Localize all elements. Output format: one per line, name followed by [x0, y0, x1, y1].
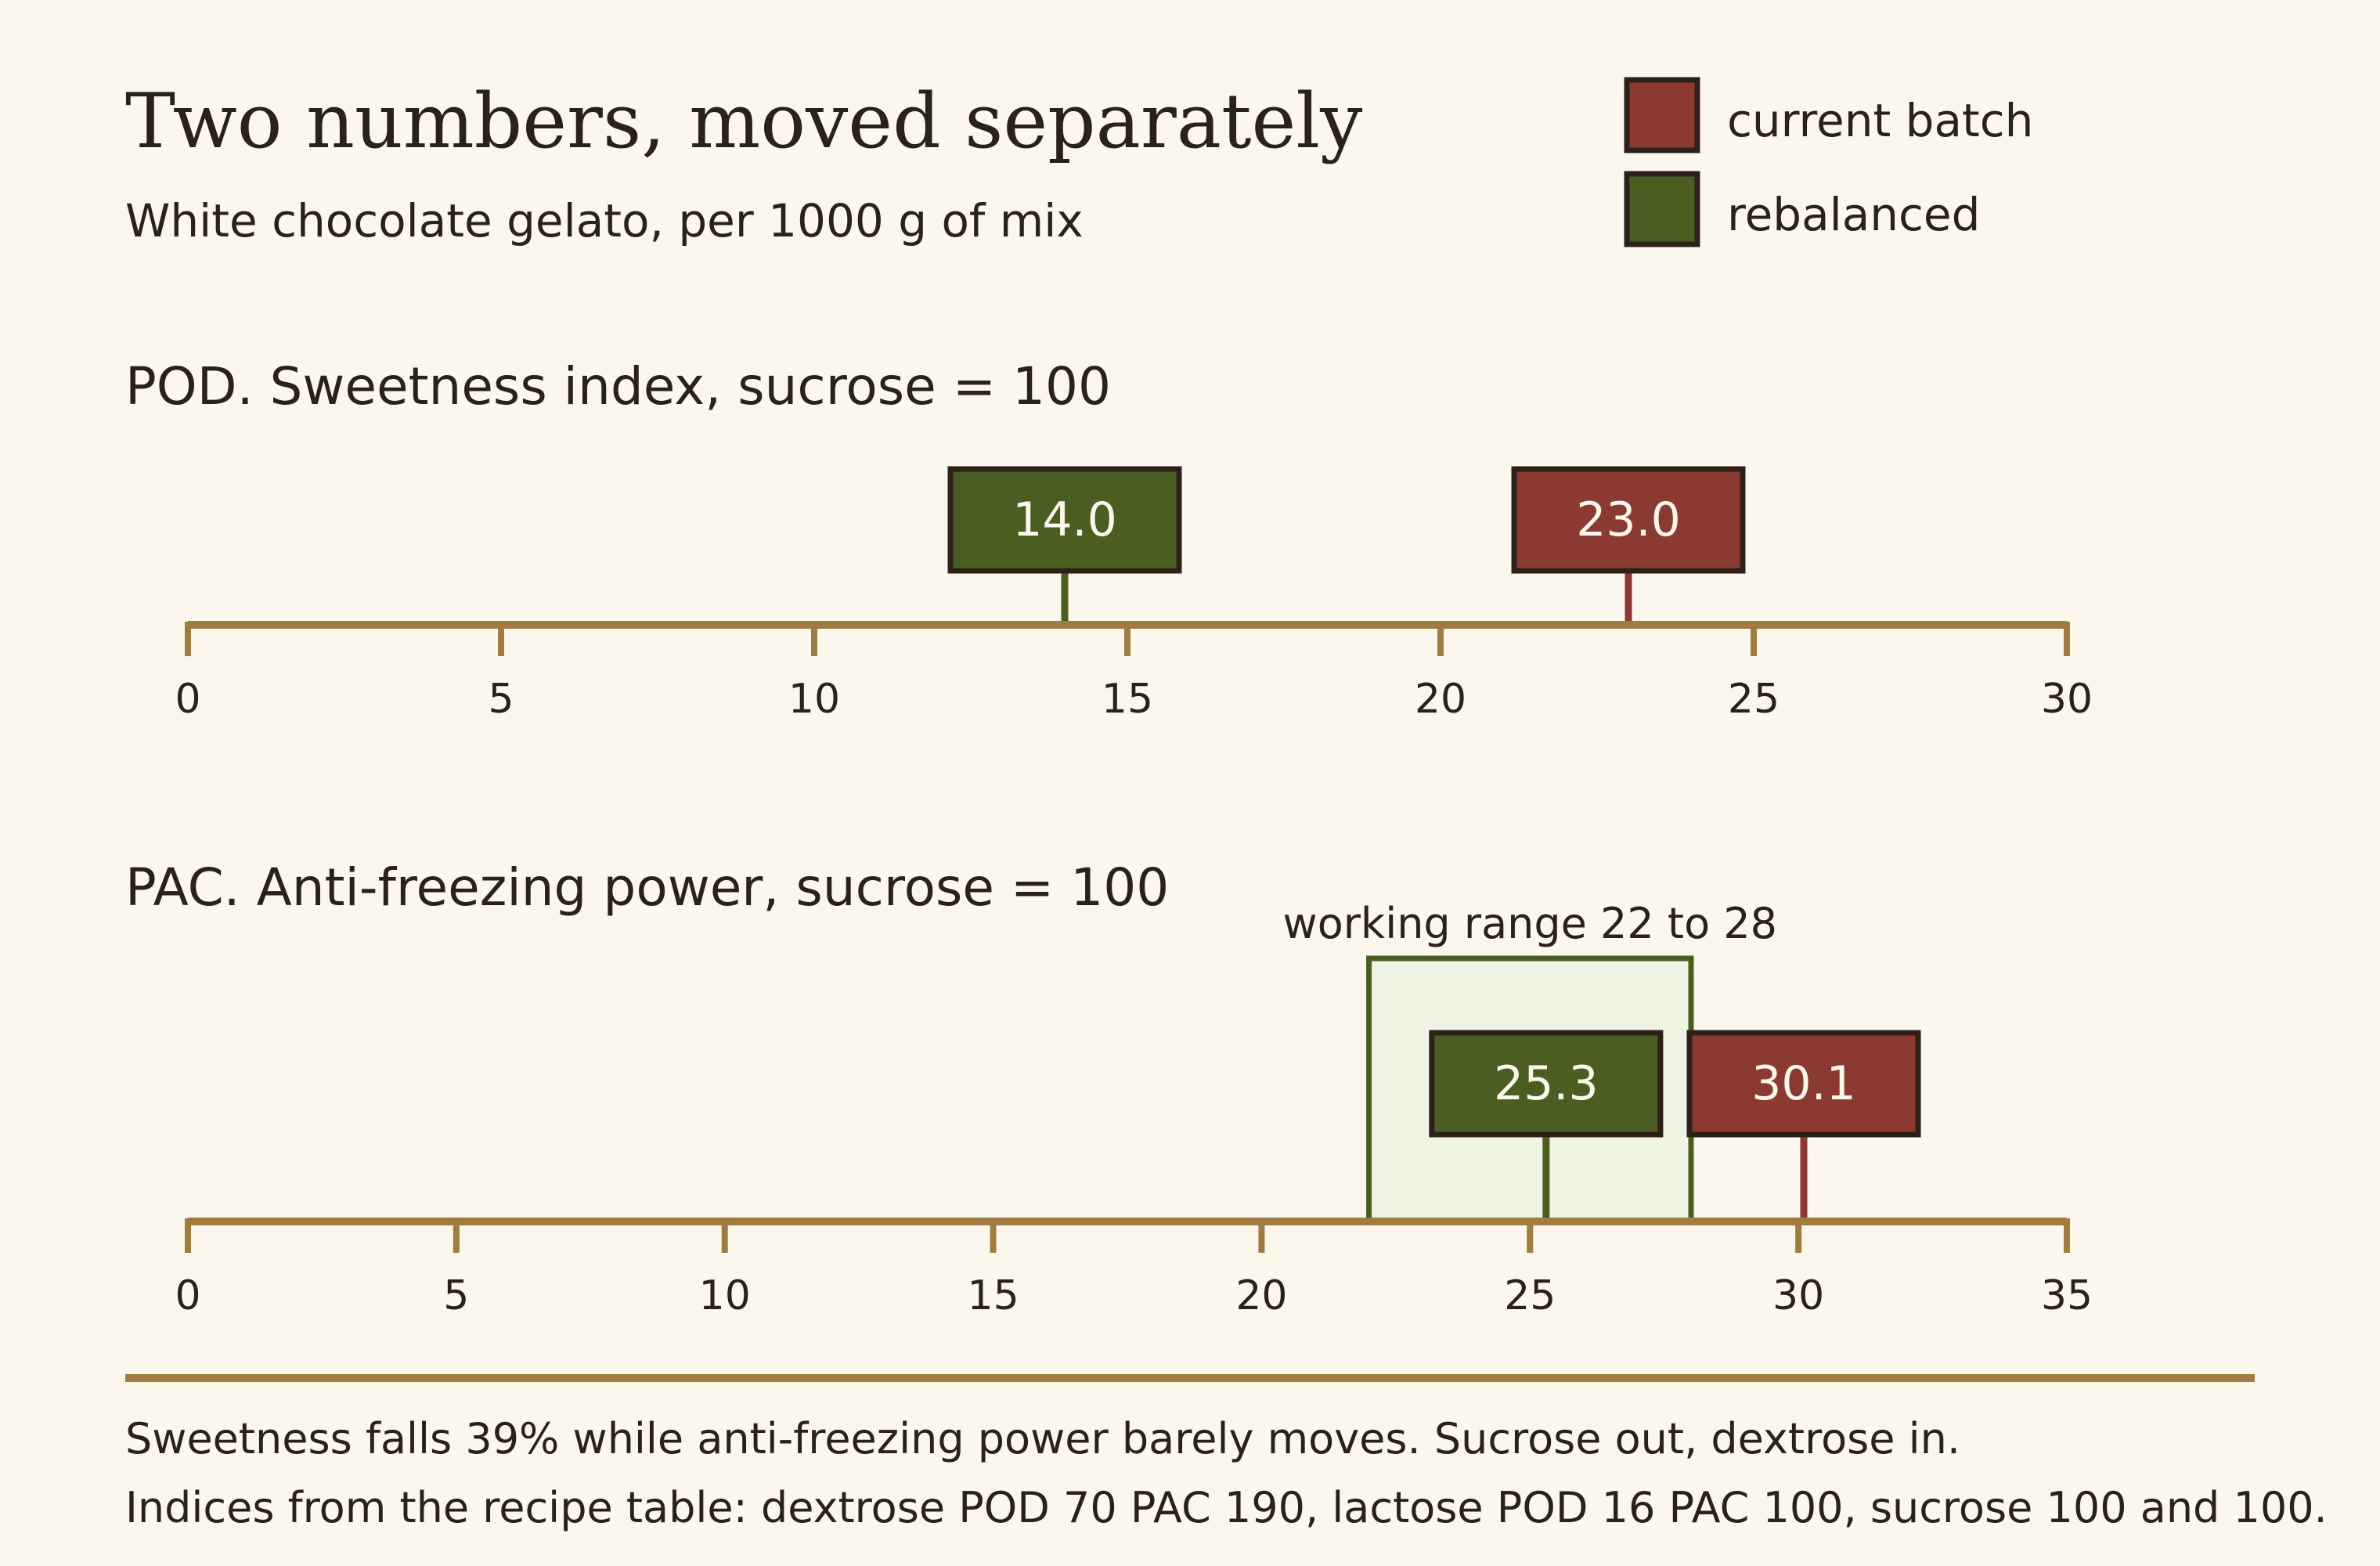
tick-label: 10	[788, 676, 840, 723]
legend-label-current: current batch	[1727, 94, 2033, 147]
legend-swatch-current	[1624, 77, 1700, 153]
tick-label: 5	[488, 676, 514, 723]
legend-item-rebalanced: rebalanced	[1624, 171, 1980, 247]
pod-panel-title: POD. Sweetness index, sucrose = 100	[125, 356, 1111, 417]
tick-label: 25	[1504, 1272, 1556, 1319]
tick-label: 15	[1102, 676, 1153, 723]
value-label-current: 23.0	[1576, 493, 1681, 547]
chart-subtitle: White chocolate gelato, per 1000 g of mi…	[125, 194, 1084, 247]
footnote-line-2: Indices from the recipe table: dextrose …	[125, 1483, 2328, 1532]
working-range-label: working range 22 to 28	[1283, 899, 1778, 948]
pac-panel: working range 22 to 28 0 5 10 15 20 25 30 35 30.1…	[175, 899, 2093, 1319]
tick-label: 20	[1235, 1272, 1287, 1319]
value-label-rebalanced: 14.0	[1012, 493, 1117, 547]
legend-swatch-rebalanced	[1624, 171, 1700, 247]
value-box-current	[1686, 1030, 1921, 1138]
legend: current batch rebalanced	[1624, 77, 2033, 247]
pac-panel-title: PAC. Anti-freezing power, sucrose = 100	[125, 857, 1169, 918]
value-label-rebalanced: 25.3	[1494, 1056, 1599, 1111]
tick-label: 30	[1772, 1272, 1824, 1319]
tick-label: 10	[699, 1272, 751, 1319]
legend-label-rebalanced: rebalanced	[1727, 188, 1980, 241]
value-box-rebalanced	[947, 466, 1182, 574]
tick-label: 0	[175, 676, 200, 723]
value-box-rebalanced	[1429, 1030, 1664, 1138]
chart-title: Two numbers, moved separately	[125, 78, 1362, 165]
legend-item-current: current batch	[1624, 77, 2033, 153]
tick-label: 30	[2041, 676, 2093, 723]
value-label-current: 30.1	[1751, 1056, 1856, 1111]
tick-label: 15	[967, 1272, 1019, 1319]
tick-label: 5	[443, 1272, 469, 1319]
tick-label: 20	[1415, 676, 1466, 723]
tick-label: 0	[175, 1272, 200, 1319]
tick-label: 35	[2041, 1272, 2093, 1319]
footnote-line-1: Sweetness falls 39% while anti-freezing …	[125, 1414, 1960, 1463]
value-box-current	[1511, 466, 1746, 574]
tick-label: 25	[1728, 676, 1780, 723]
pod-panel: 0 5 10 15 20 25 30 23.0 14.0	[175, 466, 2093, 723]
